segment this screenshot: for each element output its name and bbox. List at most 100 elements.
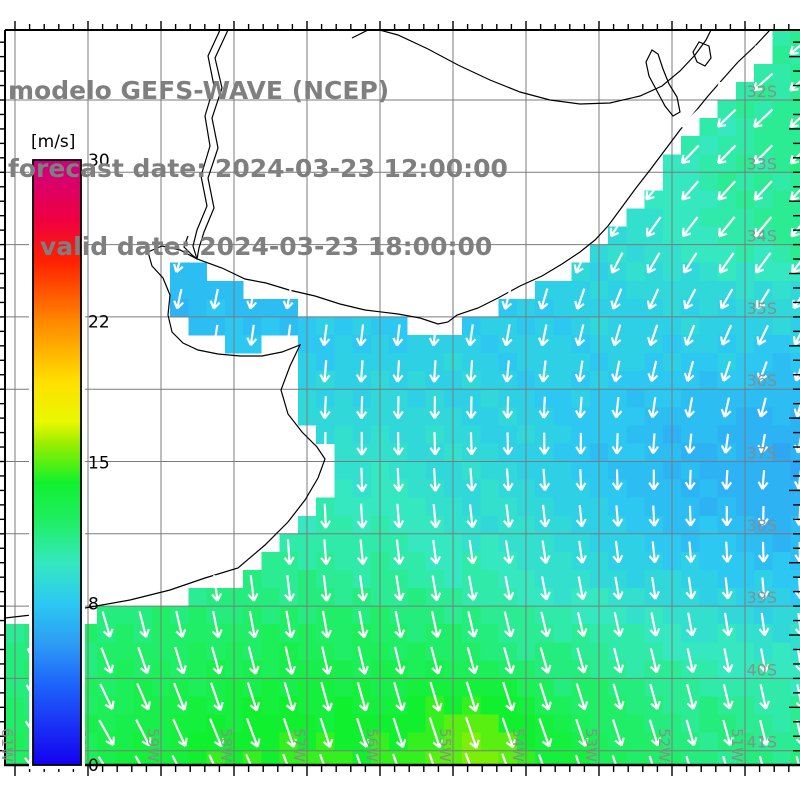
wind-arrow [465,432,477,456]
wind-arrow [722,719,734,747]
wind-arrow [465,324,477,347]
wind-arrow [752,72,774,92]
wind-arrow [98,719,115,746]
wind-arrow [429,432,441,456]
wind-arrow [684,469,696,490]
wind-arrow [467,611,479,638]
wind-arrow [284,646,296,675]
lat-label: 37S [746,444,777,463]
wind-arrow [464,752,480,765]
lat-label: 36S [746,371,777,390]
wind-arrow [754,252,772,274]
wind-arrow [684,433,696,454]
wind-arrow [648,719,662,747]
wind-arrow [576,540,587,564]
wind-arrow [758,755,771,765]
wind-arrow [720,360,732,382]
wind-arrow [246,288,258,310]
lon-label: 54W [509,728,527,762]
wind-arrow [393,467,405,492]
wind-arrow [501,324,513,347]
wind-arrow [210,646,224,675]
lon-label: 56W [363,728,381,762]
wind-arrow [319,467,331,492]
colorbar-tick-label: 30 [88,151,110,171]
wind-arrow [356,467,368,493]
wind-arrow [539,576,551,601]
wind-arrow [538,432,550,455]
colorbar-tick-label: 0 [88,756,99,776]
wind-arrow [720,397,732,418]
wind-arrow [574,288,586,310]
lat-label: 39S [746,588,777,607]
wind-arrow [722,683,734,710]
wind-arrow [319,324,331,347]
wind-arrow [320,575,332,602]
wind-arrow [648,505,660,527]
wind-arrow [355,324,367,347]
wind-arrow [430,539,442,565]
wind-arrow [430,646,443,675]
wind-arrow [575,718,589,747]
lon-label: 55W [436,728,454,762]
wind-arrow [716,108,737,128]
wind-arrow [428,324,440,347]
wind-arrow [649,683,661,710]
graticule [5,30,800,765]
wind-arrow [648,469,660,491]
wind-arrow [465,360,477,383]
wind-arrow [719,288,734,310]
wind-arrow [683,360,695,382]
wind-arrow [502,396,514,419]
wind-arrow [320,539,332,566]
wind-arrow [758,577,770,600]
title-block: modelo GEFS-WAVE (NCEP) forecast date: 2… [8,26,508,312]
wind-arrow [394,610,406,639]
wind-arrow [648,433,660,455]
wind-arrow [752,36,774,55]
wind-arrow [171,754,189,765]
wind-arrow [429,503,441,529]
wind-arrow [722,755,734,765]
wind-arrow [539,647,552,674]
wind-arrow [613,647,625,674]
wind-arrow [757,541,769,563]
wind-arrow [759,719,771,746]
wind-arrow [320,681,333,712]
wind-arrow [319,360,331,383]
wind-arrow [282,753,298,765]
wind-arrow [392,717,407,749]
wind-arrow [685,755,698,765]
lagoon-outline [692,41,712,67]
colorbar-gradient [32,159,82,766]
wind-arrow [721,541,733,563]
wind-arrow [611,755,625,765]
wind-arrow [646,252,661,274]
wind-arrow [757,433,769,454]
wind-arrow [716,72,737,92]
wind-arrow [538,360,550,383]
wind-arrow [357,646,369,675]
lon-label: 53W [582,728,600,762]
axis-labels: 32S33S34S35S36S37S38S39S40S41S61W60W59W5… [0,82,777,762]
wind-arrow [209,324,221,346]
colorbar-tick-label: 22 [88,312,110,332]
wind-arrow [247,646,260,675]
wind-arrow [392,324,404,347]
wind-arrow [282,288,294,310]
wind-arrow [282,324,294,347]
wind-arrow [135,719,152,747]
wind-arrow [649,576,660,600]
wind-arrow [356,503,368,529]
wind-arrow [209,718,225,748]
wind-arrow [320,503,332,529]
wind-arrow [681,216,699,238]
wind-arrow [466,539,478,565]
lagoon [693,42,711,66]
axis-ticks [0,21,800,776]
wind-arrow [685,719,698,747]
wind-arrow [319,717,334,748]
wind-arrow [753,108,774,128]
wind-arrow [211,575,223,602]
